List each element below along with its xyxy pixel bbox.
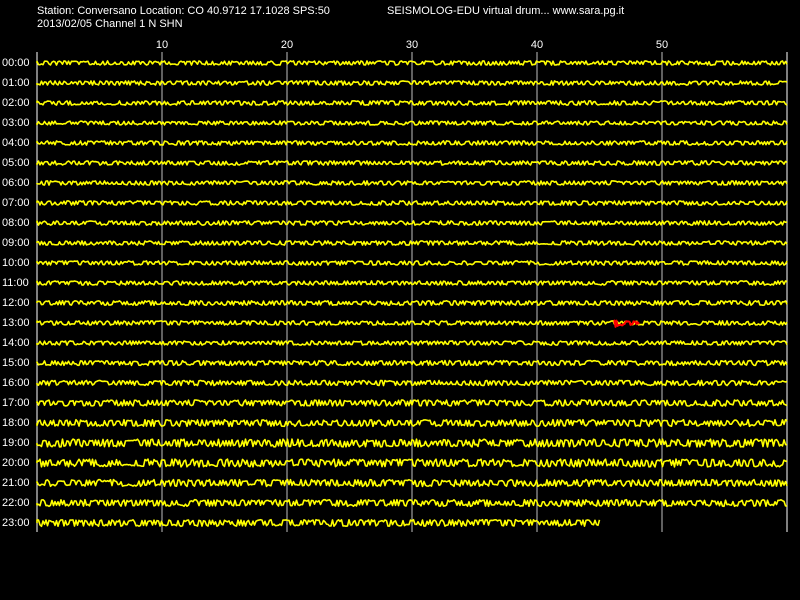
trace-0200	[36, 100, 788, 106]
hour-label: 17:00	[2, 397, 30, 409]
hour-label: 14:00	[2, 337, 30, 349]
hour-label: 05:00	[2, 157, 30, 169]
hour-label: 16:00	[2, 377, 30, 389]
trace-1000	[36, 260, 788, 266]
trace-0100	[36, 80, 788, 86]
hour-label: 01:00	[2, 77, 30, 89]
trace-0900	[36, 240, 788, 246]
hour-label: 22:00	[2, 497, 30, 509]
trace-0400	[36, 140, 788, 146]
minute-tick-label: 40	[530, 39, 544, 51]
date-channel-info: 2013/02/05 Channel 1 N SHN	[37, 18, 183, 30]
trace-1500	[36, 359, 788, 367]
trace-2100	[36, 478, 788, 488]
trace-1900	[36, 438, 788, 448]
seismic-event-trace	[613, 319, 640, 328]
trace-1800	[36, 418, 788, 428]
minute-tick-label: 50	[655, 39, 669, 51]
trace-1700	[36, 399, 788, 407]
hour-label: 10:00	[2, 257, 30, 269]
trace-2300	[36, 518, 601, 528]
trace-2200	[36, 498, 788, 508]
trace-1100	[36, 280, 788, 286]
hour-label: 03:00	[2, 117, 30, 129]
trace-1400	[36, 340, 788, 346]
trace-0800	[36, 220, 788, 226]
minute-tick-label: 30	[405, 39, 419, 51]
hour-label: 02:00	[2, 97, 30, 109]
trace-0000	[36, 60, 788, 66]
hour-label: 00:00	[2, 57, 30, 69]
trace-1600	[36, 379, 788, 387]
hour-label: 08:00	[2, 217, 30, 229]
trace-0700	[36, 200, 788, 206]
trace-1200	[36, 299, 788, 307]
hour-label: 19:00	[2, 437, 30, 449]
trace-0500	[36, 160, 788, 166]
hour-label: 15:00	[2, 357, 30, 369]
trace-2000	[36, 458, 788, 468]
hour-label: 09:00	[2, 237, 30, 249]
hour-label: 21:00	[2, 477, 30, 489]
trace-0300	[36, 120, 788, 126]
trace-0600	[36, 180, 788, 186]
drum-title: SEISMOLOG-EDU virtual drum... www.sara.p…	[387, 5, 625, 17]
hour-label: 06:00	[2, 177, 30, 189]
trace-1300	[36, 320, 788, 326]
hour-label: 12:00	[2, 297, 30, 309]
hour-label: 11:00	[2, 277, 29, 289]
station-info: Station: Conversano Location: CO 40.9712…	[37, 5, 330, 17]
hour-label: 04:00	[2, 137, 30, 149]
hour-label: 07:00	[2, 197, 30, 209]
minute-tick-label: 20	[280, 39, 294, 51]
hour-label: 23:00	[2, 517, 30, 529]
hour-label: 13:00	[2, 317, 30, 329]
hour-label: 18:00	[2, 417, 30, 429]
minute-tick-label: 10	[155, 39, 169, 51]
hour-label: 20:00	[2, 457, 30, 469]
